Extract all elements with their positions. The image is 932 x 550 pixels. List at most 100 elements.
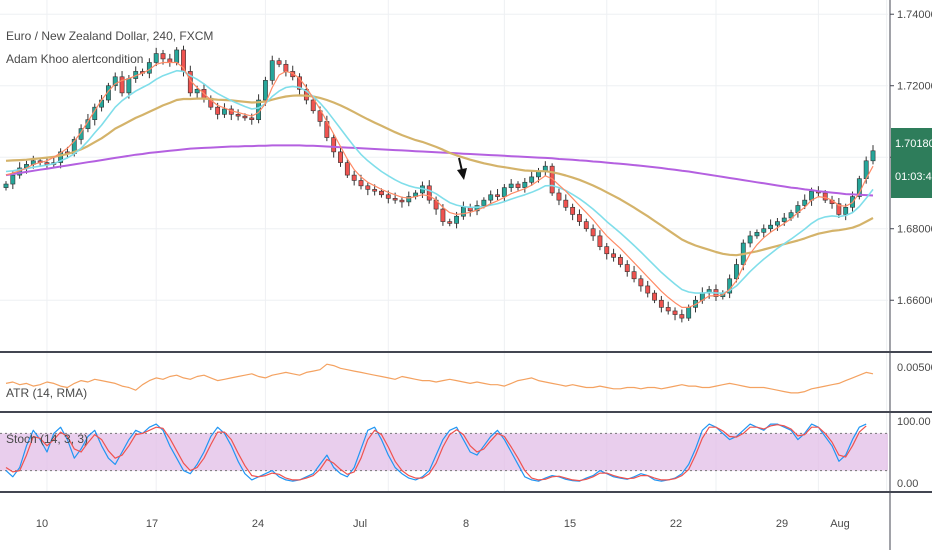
price-tick-label: 1.68000 [897,224,932,236]
candle-body [734,264,739,280]
candle-body [747,235,753,244]
candle-body [570,206,576,215]
candle-body [611,253,616,258]
time-tick-label: Aug [830,518,850,530]
candle-body [597,235,603,247]
candle-body [617,257,623,265]
candle-body [153,53,159,63]
price-pane[interactable] [3,45,876,323]
candle-body [781,217,787,222]
candle-body [822,192,828,201]
candle-body [235,114,241,117]
candle-body [263,80,268,101]
time-tick-label: 29 [776,518,788,530]
candle-body [344,162,350,176]
candle-body [249,117,255,120]
candle-body [174,49,180,63]
candle-body [310,99,316,112]
stoch-legend: Stoch (14, 3, 3) [6,432,88,446]
ema-slow-line [5,94,874,257]
indicator-label: Adam Khoo alertcondition [6,52,143,66]
candle-body [686,307,692,319]
stoch-d-line [5,424,867,482]
candle-body [447,221,453,224]
candle-body [652,292,657,301]
candle-body [775,221,780,226]
candle-body [474,205,480,212]
candle-body [126,78,132,94]
stoch-band [0,433,888,471]
candle-body [563,199,569,208]
time-axis[interactable]: 10 17 24 Jul 8 15 22 29 Aug [36,518,850,530]
stoch-k-line [5,423,867,482]
last-price-tag-box [891,128,932,198]
candle-body [631,271,637,280]
candle-body [802,199,808,206]
candle-body [638,278,644,287]
atr-line [5,363,874,394]
candle-body [556,192,562,201]
candle-body [754,232,760,237]
candle-body [3,183,9,188]
candle-body [338,151,343,163]
stoch-pane[interactable] [5,423,867,482]
time-tick-label: 15 [564,518,576,530]
countdown-timer: 01:03:46 [895,171,932,183]
candle-body [768,224,774,230]
candle-body [392,198,398,201]
candle-body [399,199,405,203]
candle-body [836,203,842,215]
candle-body [351,174,357,181]
candle-body [365,185,371,190]
time-tick-label: 22 [670,518,682,530]
price-tick-label: 1.74000 [897,9,932,21]
candle-body [242,115,248,119]
candle-body [529,176,535,183]
candle-body [577,214,582,222]
candle-body [105,85,111,101]
candle-body [679,314,685,319]
candle-body [624,264,630,272]
symbol-title: Euro / New Zealand Dollar, 240, FXCM [6,29,213,43]
candle-body [58,151,64,163]
candle-body [536,171,541,178]
atr-pane[interactable] [5,363,874,394]
price-tick-label: 1.72000 [897,81,932,93]
ema-fast-line [5,61,874,308]
candle-body [406,196,412,203]
candle-body [385,194,391,199]
candle-body [290,71,296,78]
candle-body [454,215,459,224]
candle-body [870,150,876,162]
candle-body [508,183,514,188]
time-tick-label: 10 [36,518,48,530]
candle-body [426,185,432,201]
candle-body [460,206,466,217]
candle-body [761,228,767,233]
candle-body [488,194,494,201]
ema-long-line [5,144,874,197]
candle-body [583,221,589,230]
last-price-value: 1.70180 [895,138,932,150]
candle-body [604,246,610,255]
candle-body [440,208,446,222]
candle-body [222,108,227,115]
candle-body [317,110,323,122]
candle-body [590,228,596,237]
candle-body [194,89,200,94]
candle-body [119,76,125,94]
candle-body [112,76,118,87]
candle-body [215,106,221,115]
candle-body [515,183,521,188]
atr-tick-label: 0.00500 [897,362,932,374]
candle-body [665,307,671,312]
candle-body [269,60,275,81]
candle-body [549,165,555,194]
time-tick-label: 8 [463,518,469,530]
time-tick-label: 17 [146,518,158,530]
candle-body [160,53,166,60]
candle-body [658,299,664,308]
candle-body [283,63,289,72]
candle-body [522,181,528,188]
